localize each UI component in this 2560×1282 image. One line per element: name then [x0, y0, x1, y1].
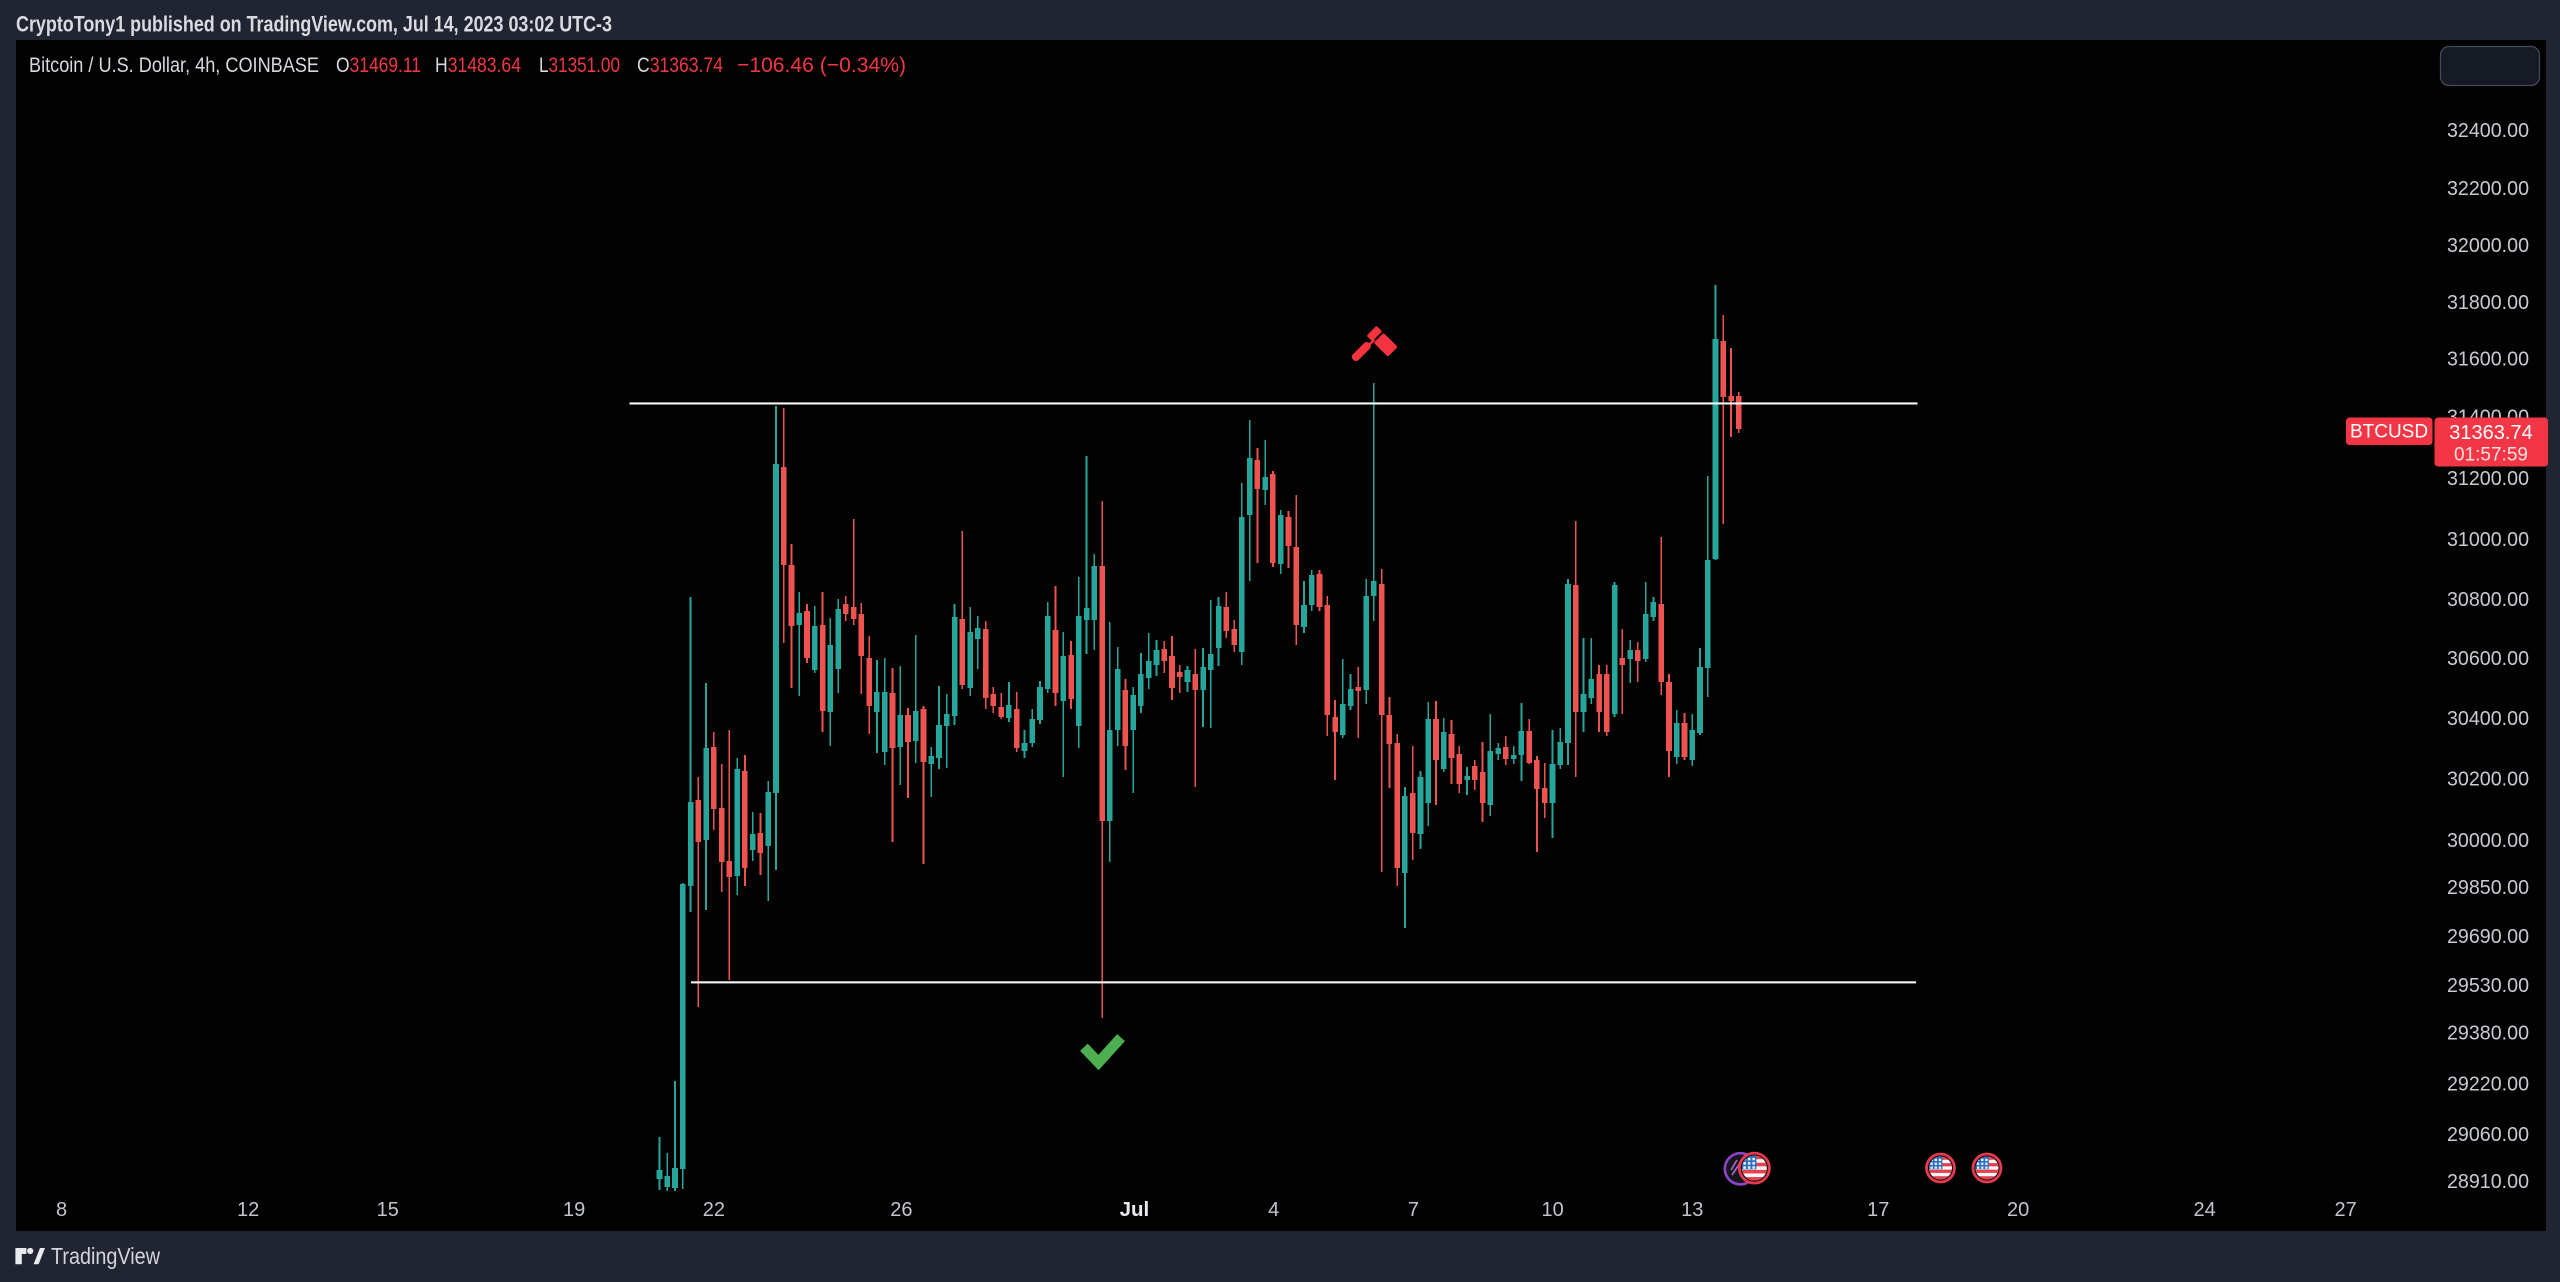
svg-text:29530.00: 29530.00 [2447, 975, 2529, 997]
svg-text:31600.00: 31600.00 [2447, 349, 2529, 371]
svg-text:8: 8 [56, 1199, 67, 1221]
svg-text:32000.00: 32000.00 [2447, 235, 2529, 257]
svg-text:TradingView: TradingView [51, 1243, 160, 1269]
svg-text:−106.46 (−0.34%): −106.46 (−0.34%) [737, 53, 906, 77]
svg-text:BTCUSD: BTCUSD [2350, 422, 2428, 443]
svg-text:13: 13 [1681, 1199, 1703, 1221]
svg-text:32400.00: 32400.00 [2447, 120, 2529, 142]
svg-text:7: 7 [1408, 1199, 1419, 1221]
svg-text:28910.00: 28910.00 [2447, 1171, 2529, 1193]
svg-text:19: 19 [563, 1199, 585, 1221]
svg-text:30800.00: 30800.00 [2447, 589, 2529, 611]
svg-text:12: 12 [237, 1199, 259, 1221]
svg-text:10: 10 [1541, 1199, 1563, 1221]
svg-text:17: 17 [1867, 1199, 1889, 1221]
svg-text:31800.00: 31800.00 [2447, 292, 2529, 314]
svg-text:32200.00: 32200.00 [2447, 178, 2529, 200]
svg-text:29690.00: 29690.00 [2447, 926, 2529, 948]
svg-text:Jul: Jul [1120, 1198, 1150, 1221]
svg-text:Bitcoin / U.S. Dollar, 4h, COI: Bitcoin / U.S. Dollar, 4h, COINBASE [29, 53, 319, 77]
svg-text:31000.00: 31000.00 [2447, 529, 2529, 551]
svg-text:29850.00: 29850.00 [2447, 877, 2529, 899]
svg-text:O31469.11: O31469.11 [336, 53, 421, 77]
svg-text:01:57:59: 01:57:59 [2454, 445, 2528, 466]
svg-text:29380.00: 29380.00 [2447, 1023, 2529, 1045]
svg-text:L31351.00: L31351.00 [539, 53, 620, 77]
svg-text:CryptoTony1 published on Tradi: CryptoTony1 published on TradingView.com… [16, 12, 612, 37]
svg-text:27: 27 [2334, 1199, 2356, 1221]
svg-text:30600.00: 30600.00 [2447, 648, 2529, 670]
svg-text:15: 15 [377, 1199, 399, 1221]
svg-text:4: 4 [1268, 1199, 1279, 1221]
svg-text:22: 22 [703, 1199, 725, 1221]
svg-text:31200.00: 31200.00 [2447, 468, 2529, 490]
svg-text:30400.00: 30400.00 [2447, 708, 2529, 730]
svg-text:30200.00: 30200.00 [2447, 769, 2529, 791]
svg-text:29060.00: 29060.00 [2447, 1124, 2529, 1146]
svg-text:C31363.74: C31363.74 [637, 53, 723, 77]
svg-text:29220.00: 29220.00 [2447, 1074, 2529, 1096]
svg-text:26: 26 [890, 1199, 912, 1221]
svg-text:24: 24 [2193, 1199, 2215, 1221]
svg-text:H31483.64: H31483.64 [435, 53, 521, 77]
svg-text:30000.00: 30000.00 [2447, 830, 2529, 852]
svg-text:20: 20 [2007, 1199, 2029, 1221]
svg-text:31363.74: 31363.74 [2449, 422, 2532, 444]
